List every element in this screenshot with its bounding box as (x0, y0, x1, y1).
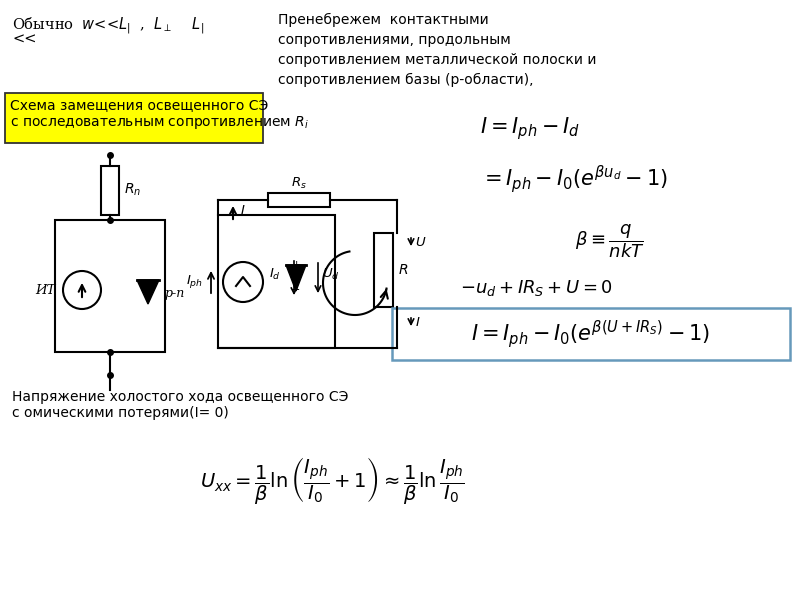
Text: <<: << (12, 33, 37, 47)
Bar (101, 166, 119, 215)
Text: $U$: $U$ (415, 235, 426, 248)
Text: Схема замещения освещенного СЭ: Схема замещения освещенного СЭ (10, 98, 268, 112)
Bar (392, 308, 790, 360)
Text: р-п: р-п (164, 287, 184, 301)
Bar (268, 193, 330, 207)
Bar (374, 233, 393, 307)
Bar (55, 220, 165, 352)
Text: $U_{xx} = \dfrac{1}{\beta}\ln\left(\dfrac{I_{ph}}{I_0}+1\right) \approx \dfrac{1: $U_{xx} = \dfrac{1}{\beta}\ln\left(\dfra… (200, 455, 465, 506)
Text: $I_d$: $I_d$ (269, 266, 281, 281)
Text: $R_s$: $R_s$ (291, 176, 307, 191)
Text: ИТ: ИТ (36, 283, 56, 296)
Bar (5, 93, 263, 143)
Text: $= I_{ph} - I_0(e^{\beta u_d} - 1)$: $= I_{ph} - I_0(e^{\beta u_d} - 1)$ (480, 163, 668, 195)
Text: $I_{ph}$: $I_{ph}$ (186, 274, 203, 290)
Text: с омическими потерями(I= 0): с омическими потерями(I= 0) (12, 406, 229, 420)
Text: $I = I_{ph} - I_d$: $I = I_{ph} - I_d$ (480, 115, 580, 142)
Text: $-u_d + IR_S + U = 0$: $-u_d + IR_S + U = 0$ (460, 278, 613, 298)
Text: $R_n$: $R_n$ (124, 182, 141, 198)
Bar (218, 215, 335, 348)
Text: $I$: $I$ (415, 316, 421, 329)
Text: $\beta \equiv \dfrac{q}{nkT}$: $\beta \equiv \dfrac{q}{nkT}$ (575, 222, 645, 260)
Text: Обычно  $w$<<$\mathit{L}_{|}$  ,  $L_{\perp}$    $L_{|}$: Обычно $w$<<$\mathit{L}_{|}$ , $L_{\perp… (12, 15, 204, 36)
Text: Пренебрежем  контактными
сопротивлениями, продольным
сопротивлением металлическо: Пренебрежем контактными сопротивлениями,… (278, 13, 597, 88)
Text: $U_d$: $U_d$ (322, 266, 340, 281)
Text: $I = I_{ph} - I_0(e^{\beta(U+IR_S)} - 1)$: $I = I_{ph} - I_0(e^{\beta(U+IR_S)} - 1)… (471, 318, 710, 350)
Polygon shape (137, 280, 159, 304)
Text: Напряжение холостого хода освещенного СЭ: Напряжение холостого хода освещенного СЭ (12, 390, 348, 404)
Text: −: − (291, 285, 301, 295)
Text: +: + (291, 260, 301, 270)
Polygon shape (286, 265, 306, 291)
Text: $I$: $I$ (240, 204, 246, 217)
Text: $R$: $R$ (398, 263, 408, 277)
Text: с последовательным сопротивлением $R_i$: с последовательным сопротивлением $R_i$ (10, 114, 309, 131)
